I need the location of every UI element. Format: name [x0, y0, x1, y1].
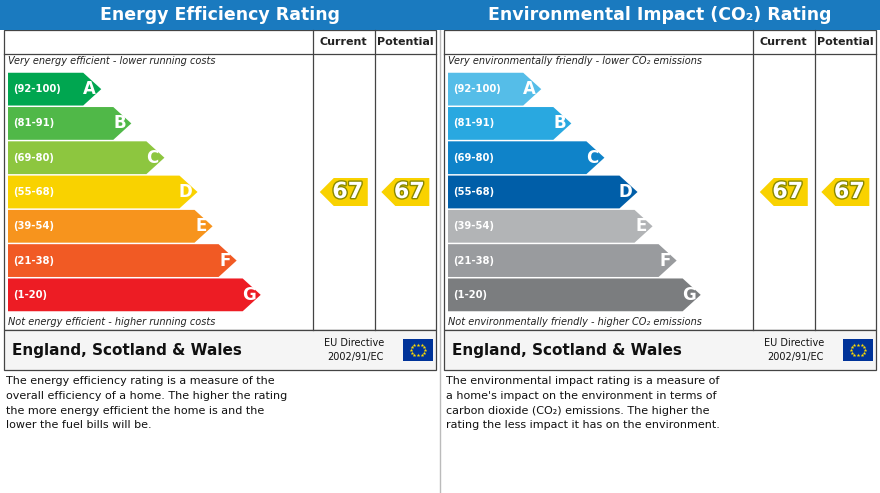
- Polygon shape: [759, 178, 808, 206]
- Polygon shape: [821, 178, 869, 206]
- Text: 67: 67: [394, 182, 425, 202]
- Text: (55-68): (55-68): [13, 187, 55, 197]
- Text: D: D: [179, 183, 193, 201]
- Text: Energy Efficiency Rating: Energy Efficiency Rating: [100, 6, 340, 24]
- Bar: [0, 0, 440, 30]
- Text: Not energy efficient - higher running costs: Not energy efficient - higher running co…: [8, 317, 216, 327]
- Text: D: D: [619, 183, 633, 201]
- Text: England, Scotland & Wales: England, Scotland & Wales: [12, 343, 242, 357]
- Text: (69-80): (69-80): [453, 153, 494, 163]
- Polygon shape: [8, 141, 165, 174]
- Text: (39-54): (39-54): [13, 221, 54, 231]
- Text: (21-38): (21-38): [13, 255, 54, 266]
- Text: B: B: [554, 114, 566, 133]
- Polygon shape: [448, 141, 605, 174]
- Polygon shape: [8, 107, 131, 140]
- Text: F: F: [219, 251, 231, 270]
- Text: England, Scotland & Wales: England, Scotland & Wales: [452, 343, 682, 357]
- Text: (69-80): (69-80): [13, 153, 54, 163]
- Text: The energy efficiency rating is a measure of the
overall efficiency of a home. T: The energy efficiency rating is a measur…: [6, 376, 287, 430]
- Polygon shape: [381, 178, 429, 206]
- Text: (55-68): (55-68): [453, 187, 495, 197]
- Text: F: F: [659, 251, 671, 270]
- Polygon shape: [319, 178, 368, 206]
- Text: E: E: [195, 217, 207, 235]
- Text: Very environmentally friendly - lower CO₂ emissions: Very environmentally friendly - lower CO…: [448, 56, 702, 66]
- Text: (39-54): (39-54): [453, 221, 494, 231]
- Text: A: A: [523, 80, 536, 98]
- Text: Current: Current: [760, 37, 808, 47]
- Text: C: C: [587, 149, 599, 167]
- Text: Potential: Potential: [817, 37, 874, 47]
- Text: Current: Current: [320, 37, 368, 47]
- Text: The environmental impact rating is a measure of
a home's impact on the environme: The environmental impact rating is a mea…: [446, 376, 720, 430]
- Text: Very energy efficient - lower running costs: Very energy efficient - lower running co…: [8, 56, 216, 66]
- Text: EU Directive
2002/91/EC: EU Directive 2002/91/EC: [764, 338, 824, 361]
- Text: (1-20): (1-20): [13, 290, 47, 300]
- Bar: [4, 30, 436, 330]
- Polygon shape: [448, 73, 541, 106]
- Text: G: G: [682, 286, 696, 304]
- Text: EU Directive
2002/91/EC: EU Directive 2002/91/EC: [324, 338, 384, 361]
- Polygon shape: [448, 107, 571, 140]
- Bar: [444, 30, 876, 330]
- Text: B: B: [114, 114, 126, 133]
- Polygon shape: [8, 279, 260, 311]
- Text: (92-100): (92-100): [453, 84, 501, 94]
- Bar: [4, 330, 436, 370]
- Text: Potential: Potential: [377, 37, 434, 47]
- Polygon shape: [448, 210, 653, 243]
- Text: C: C: [147, 149, 159, 167]
- Bar: [403, 339, 433, 361]
- Polygon shape: [448, 244, 677, 277]
- Text: E: E: [635, 217, 647, 235]
- Polygon shape: [8, 210, 213, 243]
- Polygon shape: [448, 176, 637, 209]
- Text: Environmental Impact (CO₂) Rating: Environmental Impact (CO₂) Rating: [488, 6, 832, 24]
- Bar: [440, 0, 880, 30]
- Polygon shape: [8, 176, 197, 209]
- Text: 67: 67: [834, 182, 865, 202]
- Bar: [843, 339, 873, 361]
- Text: 67: 67: [333, 182, 363, 202]
- Text: (1-20): (1-20): [453, 290, 487, 300]
- Text: (21-38): (21-38): [453, 255, 494, 266]
- Text: (81-91): (81-91): [13, 118, 55, 129]
- Polygon shape: [448, 279, 700, 311]
- Text: (81-91): (81-91): [453, 118, 495, 129]
- Polygon shape: [8, 73, 101, 106]
- Text: A: A: [83, 80, 96, 98]
- Text: 67: 67: [773, 182, 803, 202]
- Text: Not environmentally friendly - higher CO₂ emissions: Not environmentally friendly - higher CO…: [448, 317, 702, 327]
- Bar: [444, 330, 876, 370]
- Text: G: G: [242, 286, 256, 304]
- Text: (92-100): (92-100): [13, 84, 61, 94]
- Polygon shape: [8, 244, 237, 277]
